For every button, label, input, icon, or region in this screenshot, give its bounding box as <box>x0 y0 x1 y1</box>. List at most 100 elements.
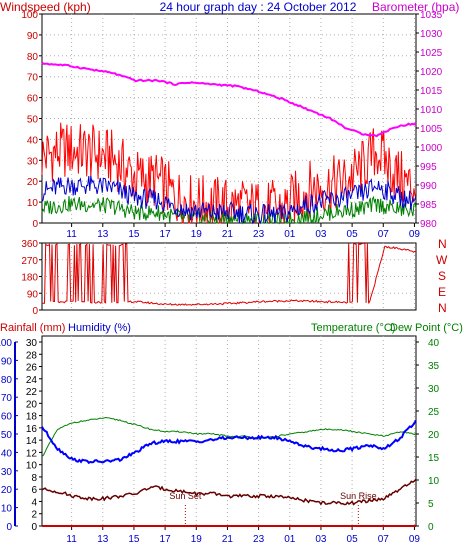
temp-panel-series-line <box>41 416 417 457</box>
humidity-tick-label: 10 <box>1 504 13 515</box>
wind-panel-gridlines <box>42 14 416 223</box>
barometer-tick-label: 1005 <box>420 124 443 135</box>
barometer-tick-label: 1035 <box>420 10 443 21</box>
rainfall-tick-label: 18 <box>26 412 38 423</box>
direction-tick-label: 180 <box>21 273 38 284</box>
wind-x-tick-label: 07 <box>378 229 390 240</box>
windspeed-tick-label: 70 <box>27 73 39 84</box>
humidity-tick-label: 30 <box>1 467 13 478</box>
direction-tick-label: 270 <box>21 256 38 267</box>
temperature-tick-label: 25 <box>428 407 440 418</box>
barometer-axis-title: Barometer (hpa) <box>372 0 459 14</box>
compass-labels: N W S E N <box>436 237 448 315</box>
temp-x-tick-label: 21 <box>222 534 234 545</box>
temperature-tick-label: 15 <box>428 453 440 464</box>
barometer-tick-label: 1020 <box>420 67 443 78</box>
humidity-tick-label: 70 <box>1 393 13 404</box>
temp-series <box>41 416 417 527</box>
wind-x-tick-label: 05 <box>347 229 359 240</box>
barometer-tick-label: 1015 <box>420 86 443 97</box>
rainfall-tick-label: 22 <box>26 387 38 398</box>
windspeed-axis-title: Windspeed (kph) <box>0 0 91 14</box>
temperature-tick-label: 40 <box>428 338 440 349</box>
wind-x-tick-label: 13 <box>97 229 109 240</box>
temperature-tick-label: 10 <box>428 476 440 487</box>
barometer-tick-label: 1030 <box>420 29 443 40</box>
direction-tick-label: 360 <box>21 239 38 250</box>
wind-direction-panel: 0 90 180 270 360 N W S E N <box>21 237 448 317</box>
barometer-tick-label: 985 <box>420 200 437 211</box>
barometer-tick-label: 980 <box>420 219 437 230</box>
windspeed-tick-label: 60 <box>27 94 39 105</box>
rainfall-tick-label: 26 <box>26 363 38 374</box>
wind-x-ticks: 11 13 15 17 19 21 23 01 03 05 07 09 <box>66 223 420 240</box>
barometer-line <box>41 61 417 138</box>
humidity-tick-label: 80 <box>1 375 13 386</box>
rainfall-tick-label: 24 <box>26 375 38 386</box>
wind-x-tick-label: 21 <box>222 229 234 240</box>
rainfall-tick-label: 10 <box>26 461 38 472</box>
temp-x-tick-label: 05 <box>347 534 359 545</box>
wind-direction-line <box>41 241 417 306</box>
temp-humidity-panel: 0102030405060708090100024681012141618202… <box>0 335 440 545</box>
wind-series-line <box>41 122 417 224</box>
windspeed-tick-label: 0 <box>32 219 38 230</box>
rainfall-tick-label: 0 <box>31 522 37 533</box>
humidity-tick-label: 40 <box>1 448 13 459</box>
compass-north-bottom: N <box>438 301 447 315</box>
temperature-axis-title: Temperature (°C) <box>311 322 395 334</box>
temperature-tick-label: 20 <box>428 430 440 441</box>
humidity-tick-label: 50 <box>1 430 13 441</box>
wind-x-tick-label: 11 <box>66 229 77 240</box>
direction-tick-label: 0 <box>32 306 38 317</box>
sunset-label: Sun Set <box>169 491 202 501</box>
windspeed-tick-label: 100 <box>21 10 38 21</box>
barometer-tick-label: 1000 <box>420 143 443 154</box>
direction-tick-label: 90 <box>27 289 39 300</box>
rainfall-tick-label: 4 <box>31 497 37 508</box>
humidity-tick-label: 0 <box>6 522 12 533</box>
chart-title: 24 hour graph day : 24 October 2012 <box>160 0 357 14</box>
temperature-tick-label: 0 <box>428 522 434 533</box>
barometer-tick-label: 995 <box>420 162 437 173</box>
humidity-tick-label: 60 <box>1 412 13 423</box>
windspeed-tick-label: 50 <box>27 115 39 126</box>
wind-x-tick-label: 15 <box>128 229 140 240</box>
temp-x-tick-label: 19 <box>191 534 203 545</box>
wind-series-line <box>41 175 417 225</box>
wind-x-tick-label: 17 <box>160 229 172 240</box>
direction-y-ticks: 0 90 180 270 360 <box>21 239 42 317</box>
rainfall-tick-label: 6 <box>31 485 37 496</box>
temp-panel-series-line <box>41 478 417 506</box>
windspeed-tick-label: 40 <box>27 135 39 146</box>
rainfall-tick-label: 8 <box>31 473 37 484</box>
wind-x-tick-label: 19 <box>191 229 203 240</box>
temp-x-tick-label: 23 <box>253 534 265 545</box>
compass-west: W <box>436 253 448 267</box>
wind-series <box>41 61 417 225</box>
humidity-tick-label: 20 <box>1 485 13 496</box>
temperature-tick-label: 30 <box>428 384 440 395</box>
rainfall-tick-label: 2 <box>31 510 37 521</box>
sun-markers: Sun Set Sun Rise <box>169 491 377 526</box>
temperature-tick-label: 5 <box>428 499 434 510</box>
rainfall-axis-title: Rainfall (mm) <box>0 322 65 334</box>
temp-x-tick-label: 13 <box>97 534 109 545</box>
windspeed-tick-label: 20 <box>27 177 39 188</box>
temp-x-tick-label: 03 <box>315 534 327 545</box>
barometer-tick-label: 1010 <box>420 105 443 116</box>
humidity-tick-label: 100 <box>0 338 12 349</box>
windspeed-tick-label: 10 <box>27 198 39 209</box>
temp-x-ticks: 11 13 15 17 19 21 23 01 03 05 07 09 <box>66 526 420 545</box>
temp-x-tick-label: 09 <box>409 534 421 545</box>
direction-series <box>41 241 417 306</box>
temp-y-ticks: 0102030405060708090100024681012141618202… <box>0 338 440 533</box>
windspeed-tick-label: 80 <box>27 52 39 63</box>
compass-south: S <box>438 269 446 283</box>
rainfall-tick-label: 30 <box>26 338 38 349</box>
wind-x-tick-label: 03 <box>315 229 327 240</box>
rainfall-tick-label: 12 <box>26 448 38 459</box>
wind-x-tick-label: 23 <box>253 229 265 240</box>
